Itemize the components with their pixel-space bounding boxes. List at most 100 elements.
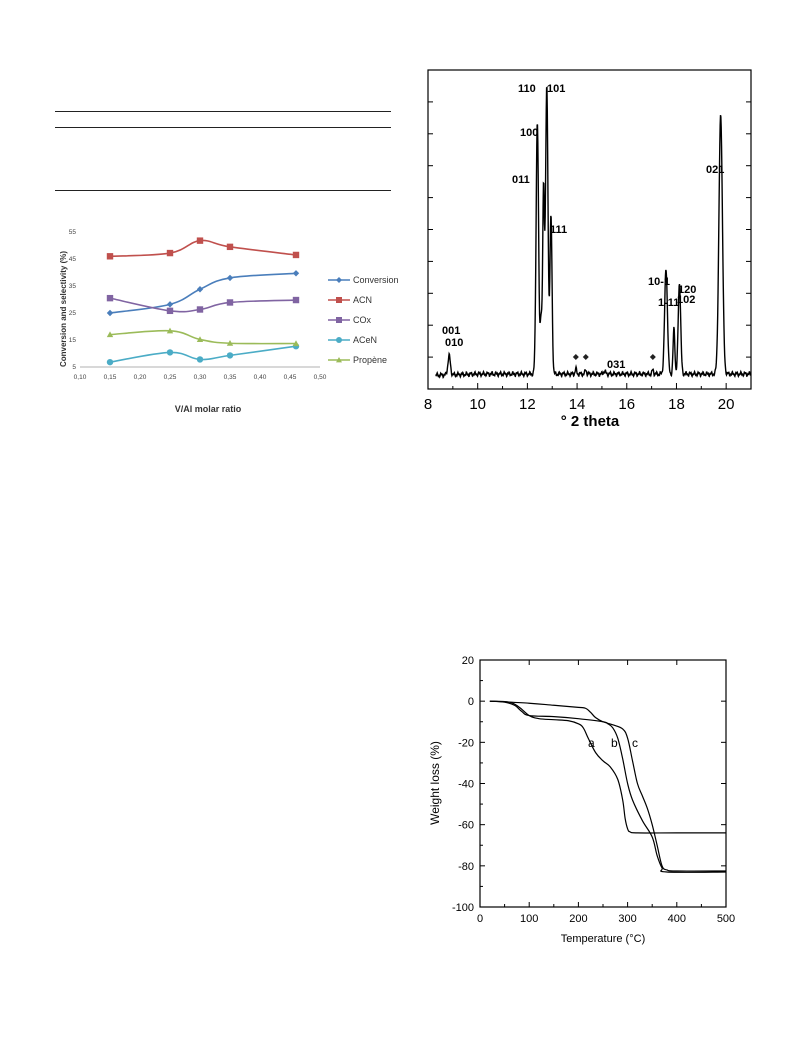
c2-peak-label: 031 [607,359,625,371]
c2-peak-label: 120 [678,284,696,296]
c3-y-tick-label: -20 [458,737,474,749]
c1-data-point [226,299,234,306]
c2-x-tick-label: 16 [618,396,635,413]
c1-x-tick-label: 0,40 [254,374,267,381]
c3-plot-frame [479,659,727,908]
c1-y-tick-label: 45 [69,256,77,263]
c1-x-tick-label: 0,10 [74,374,87,381]
c2-peak-label: 021 [706,164,724,176]
c1-legend-label: COx [353,315,372,325]
c2-x-tick-label: 10 [469,396,486,413]
c1-x-axis-label: V/Al molar ratio [175,404,242,414]
c1-data-point [196,237,204,244]
c1-data-point [166,307,174,315]
c3-x-tick-label: 500 [717,913,735,925]
c1-legend-marker [336,357,342,363]
c2-x-tick-label: 20 [718,396,735,413]
c3-series-curve [489,700,726,834]
c1-data-point [226,274,234,282]
c3-y-tick-label: -60 [458,820,474,832]
c1-data-point [226,340,234,346]
c1-x-tick-label: 0,30 [194,374,207,381]
c2-x-axis-label: ° 2 theta [561,413,620,430]
c3-y-tick-label: 0 [468,696,474,708]
c3-y-tick-label: -100 [452,902,474,914]
c2-peak-label: 1-11 [658,297,679,309]
c1-data-point [166,301,174,308]
c1-y-tick-label: 35 [69,283,77,290]
c1-data-point [196,286,204,293]
c3-x-axis-label: Temperature (°C) [561,933,645,945]
c3-x-tick-label: 400 [668,913,686,925]
c1-x-tick-label: 0,25 [164,374,177,381]
c1-legend-marker [336,277,342,283]
c2-peak-label: 10-1 [648,276,670,288]
c3-series-curve [489,700,727,873]
c1-data-point [166,327,174,334]
c1-legend-label: ACN [353,295,372,305]
table-header-rule [55,127,391,128]
c1-data-point [106,358,114,366]
c2-peak-label: 011 [512,174,530,186]
c2-peak-label: 110 [518,83,536,95]
c1-x-tick-label: 0,15 [104,374,117,381]
c2-x-tick-label: 12 [519,396,536,413]
c1-series [106,237,300,366]
c2-peak-label: 010 [445,337,463,349]
c2-peak-label: 100 [520,127,538,139]
c1-x-tick-label: 0,20 [134,374,147,381]
c2-axes: 8 10 12 14 16 18 20 [424,101,751,413]
c2-x-tick-label: 8 [424,396,432,413]
c1-legend-label: ACeN [353,335,377,345]
c2-peak-label: 101 [547,83,565,95]
c2-plot-frame [427,69,752,390]
c3-x-tick-label: 0 [477,913,483,925]
c1-y-tick-label: 25 [69,310,77,317]
c1-data-point [106,331,114,338]
c1-data-point [196,336,204,343]
c2-impurity-marker [649,354,656,360]
c1-x-tick-label: 0,35 [224,374,237,381]
c3-y-tick-label: -80 [458,861,474,873]
c1-legend-marker [336,297,342,303]
c3-series-label: c [632,736,638,750]
c3-x-tick-label: 100 [520,913,538,925]
conversion-selectivity-chart: 0,10 0,15 0,20 0,25 0,30 0,35 0,40 0,45 0,50 5 15 2… [59,229,399,414]
c2-peak-label: 001 [442,325,460,337]
c3-series-label: a [588,736,595,750]
c1-y-tick-label: 5 [72,364,76,371]
c2-peak-label: 111 [550,224,567,236]
c1-data-point [292,296,300,304]
c1-legend: Conversion ACN COx ACeN Propène [328,275,399,365]
c1-data-point [196,306,204,313]
c1-data-point [226,243,234,251]
c1-legend-label: Conversion [353,275,399,285]
c2-x-tick-label: 18 [668,396,685,413]
c1-x-tick-label: 0,45 [284,374,297,381]
c3-series-label: b [611,736,618,750]
c3-x-tick-label: 200 [569,913,587,925]
c2-impurity-marker [572,354,579,360]
c3-x-tick-label: 300 [618,913,636,925]
c1-legend-label: Propène [353,355,387,365]
c1-data-point [166,349,174,356]
c1-y-tick-label: 55 [69,229,77,236]
c1-data-point [292,340,300,347]
c1-data-point [226,352,234,359]
c2-x-tick-label: 14 [569,396,586,413]
c1-data-point [292,270,300,277]
c1-data-point [106,309,114,317]
c1-axes: 0,10 0,15 0,20 0,25 0,30 0,35 0,40 0,45 0,50 5 15 2… [69,229,327,381]
c1-y-axis-label: Conversion and selectivity (%) [59,251,68,367]
c1-data-point [292,251,300,259]
c1-y-tick-label: 15 [69,337,77,344]
c1-data-point [166,249,174,257]
c3-series-curve [489,700,727,872]
c2-peak-label: 102 [677,294,695,306]
c1-data-point [106,294,114,302]
